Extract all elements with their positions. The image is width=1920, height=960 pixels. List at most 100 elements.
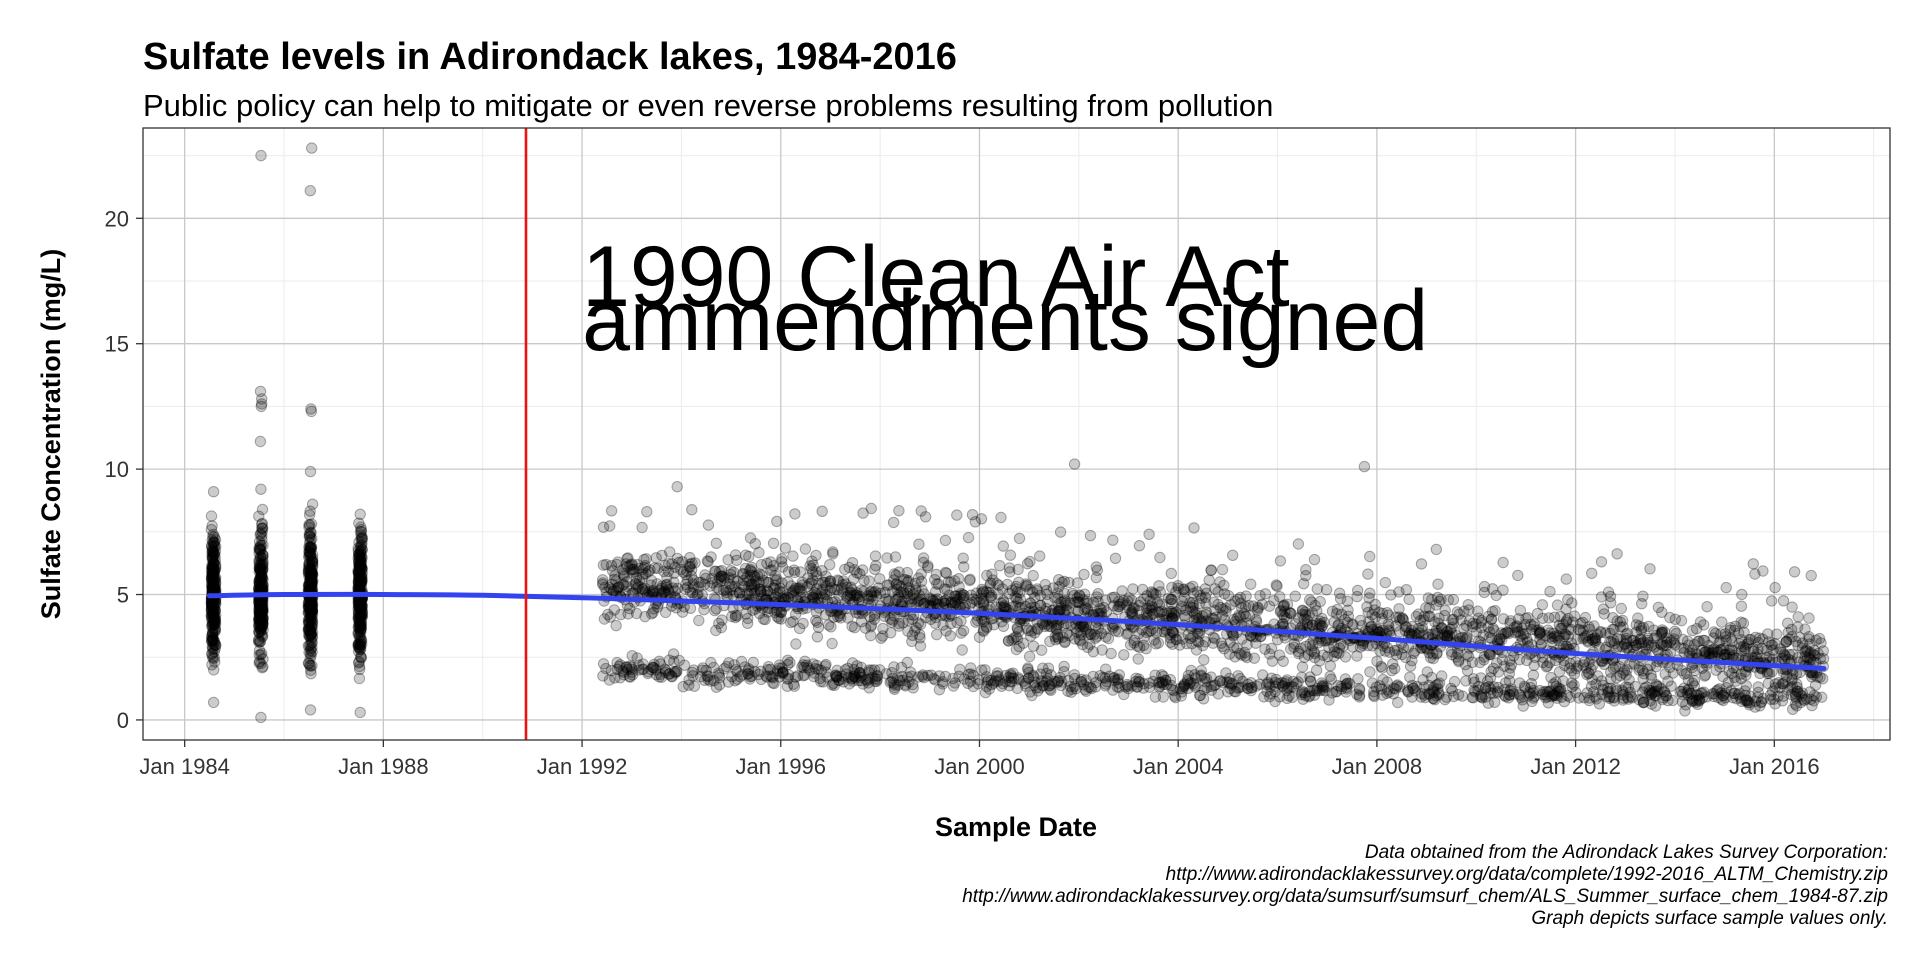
- data-point: [206, 548, 219, 560]
- data-point: [208, 557, 220, 569]
- data-point: [1503, 689, 1516, 701]
- data-point: [1611, 548, 1623, 560]
- data-point: [863, 575, 875, 587]
- data-point: [1477, 629, 1490, 641]
- data-point: [1118, 649, 1130, 661]
- data-point: [1368, 604, 1381, 616]
- data-point: [1063, 576, 1075, 589]
- data-point: [253, 577, 265, 590]
- data-point: [1678, 682, 1690, 694]
- data-point: [940, 567, 953, 579]
- data-point: [207, 633, 219, 646]
- data-point: [1816, 691, 1828, 703]
- data-point: [1191, 635, 1204, 647]
- data-point: [209, 656, 221, 668]
- data-point: [254, 574, 267, 586]
- data-point: [1149, 691, 1162, 703]
- data-point: [1292, 538, 1305, 550]
- data-point: [1621, 664, 1633, 676]
- data-point: [257, 613, 269, 625]
- data-point: [1023, 650, 1036, 663]
- outlier-point: [1068, 458, 1081, 470]
- data-point: [256, 662, 268, 674]
- data-point: [257, 617, 269, 629]
- x-tick-label: Jan 2008: [1332, 754, 1423, 779]
- data-point: [982, 674, 994, 686]
- data-point: [1728, 671, 1741, 684]
- data-point: [1098, 601, 1110, 614]
- data-point: [210, 609, 222, 621]
- data-point: [686, 504, 698, 516]
- data-point: [206, 635, 218, 647]
- data-point: [208, 580, 220, 593]
- data-point: [303, 575, 316, 587]
- data-point: [207, 609, 220, 621]
- data-point: [209, 575, 221, 587]
- data-point: [697, 662, 709, 674]
- data-point: [669, 666, 681, 678]
- data-point: [1379, 576, 1392, 589]
- data-point: [1416, 624, 1428, 637]
- data-point: [207, 605, 219, 617]
- data-point: [208, 613, 220, 625]
- data-point: [354, 706, 366, 719]
- data-point: [1185, 664, 1197, 677]
- data-point: [205, 630, 218, 643]
- data-point: [1583, 621, 1595, 633]
- data-point: [1231, 682, 1244, 694]
- data-point: [1045, 684, 1057, 696]
- data-point: [206, 550, 218, 563]
- data-point: [1615, 602, 1628, 615]
- data-point: [255, 528, 267, 540]
- data-point: [255, 609, 267, 621]
- data-point: [209, 617, 221, 629]
- outlier-point: [256, 393, 268, 405]
- data-point: [207, 581, 219, 593]
- data-point: [257, 573, 269, 586]
- data-point: [1324, 660, 1337, 672]
- data-point: [256, 617, 269, 629]
- data-point: [207, 552, 219, 564]
- data-point: [303, 599, 316, 612]
- data-point: [207, 635, 219, 647]
- data-point: [1742, 696, 1754, 708]
- data-point: [206, 648, 218, 660]
- data-point: [1304, 675, 1317, 687]
- data-point: [253, 619, 265, 631]
- data-point: [254, 602, 267, 614]
- data-point: [1747, 558, 1760, 570]
- data-point: [208, 567, 220, 579]
- data-point: [253, 612, 266, 624]
- data-point: [1458, 622, 1470, 635]
- data-point: [207, 604, 219, 616]
- data-point: [208, 598, 221, 610]
- data-point: [1010, 643, 1023, 656]
- data-point: [1566, 681, 1578, 693]
- data-point: [905, 595, 917, 608]
- data-point: [206, 599, 218, 611]
- data-point: [206, 659, 218, 671]
- data-point: [209, 615, 222, 628]
- data-point: [1645, 639, 1658, 651]
- data-point: [1430, 679, 1442, 691]
- data-point: [1116, 585, 1128, 597]
- data-point: [254, 570, 267, 582]
- data-point: [1605, 597, 1617, 609]
- data-point: [1107, 534, 1119, 546]
- data-point: [1497, 613, 1510, 625]
- data-point: [207, 556, 220, 569]
- data-point: [207, 601, 220, 614]
- data-point: [1320, 584, 1333, 596]
- data-point: [901, 656, 913, 669]
- data-point: [1765, 595, 1778, 607]
- data-point: [1218, 588, 1231, 600]
- data-point: [256, 599, 268, 611]
- data-point: [206, 598, 218, 611]
- data-point: [254, 561, 266, 574]
- data-point: [256, 562, 269, 575]
- data-point: [254, 574, 266, 586]
- data-point: [209, 561, 222, 573]
- data-point: [303, 617, 315, 629]
- data-point: [253, 562, 265, 574]
- data-point: [1332, 619, 1344, 632]
